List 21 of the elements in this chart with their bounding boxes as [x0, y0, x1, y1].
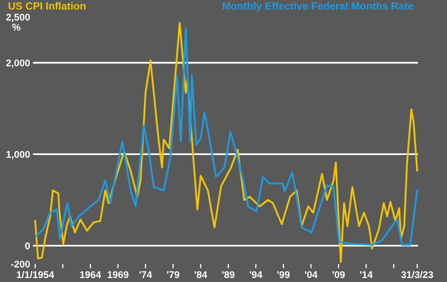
- x-tick-label: '09: [332, 271, 345, 278]
- y-axis-title: %: [12, 24, 20, 31]
- x-tick-label: '94: [250, 271, 262, 278]
- y-tick-label: 2,500: [6, 14, 30, 22]
- x-tick-label: '74: [139, 271, 152, 278]
- y-tick-label: -200: [11, 260, 30, 268]
- x-tick-label: '79: [167, 271, 180, 278]
- x-tick-label: 1/1/1954: [16, 270, 54, 278]
- x-tick-label: '14: [360, 271, 373, 278]
- text: US CPI Inflation: [8, 2, 86, 10]
- x-tick-label: '04: [304, 271, 318, 278]
- y-tick-label: 1,000: [6, 150, 30, 160]
- text: Monthly Effective Federal Months Rate: [222, 2, 414, 12]
- x-tick-label: 1964: [80, 271, 102, 278]
- x-tick-label: '99: [277, 271, 290, 278]
- y-tick-label: 2,000: [6, 59, 30, 68]
- x-tick-label: '89: [222, 271, 234, 278]
- y-tick-label: 0: [25, 242, 30, 250]
- x-tick-label: '84: [194, 271, 208, 278]
- x-tick-label: 1969: [108, 271, 128, 278]
- x-tick-label: 31/3/23: [401, 270, 434, 278]
